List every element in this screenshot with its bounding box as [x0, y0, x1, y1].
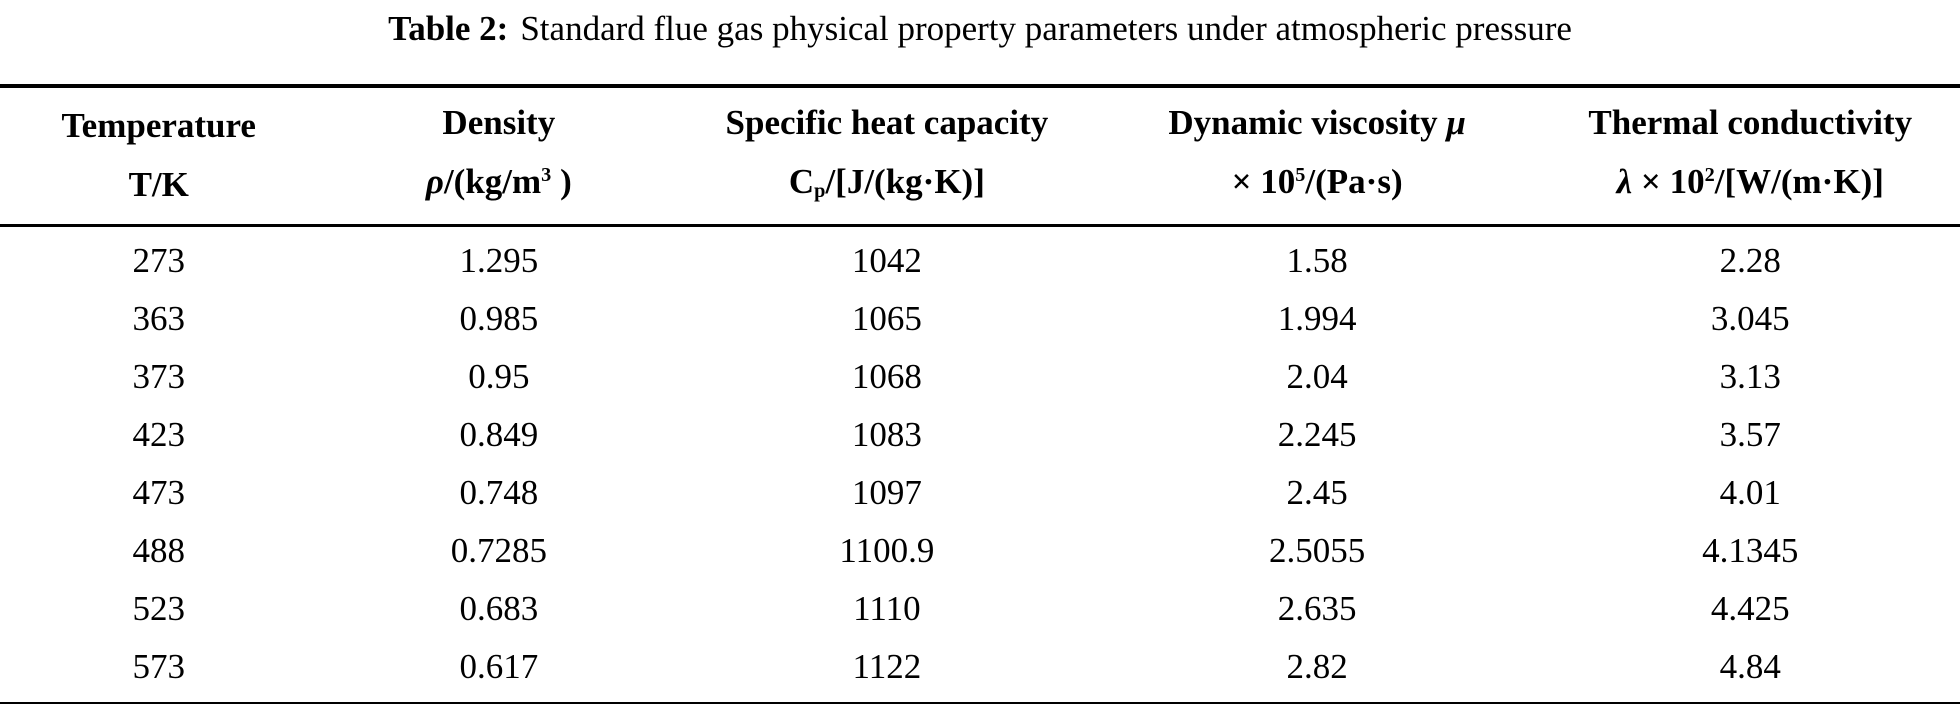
table-row: 488 0.7285 1100.9 2.5055 4.1345 — [0, 522, 1960, 580]
header-dynamic-viscosity-name: Dynamic viscosity μ — [1168, 103, 1466, 142]
table-cell: 2.635 — [1277, 589, 1357, 628]
table-cell: 1122 — [852, 647, 922, 686]
table-cell: 0.849 — [459, 415, 539, 454]
table-cell: 1097 — [851, 473, 922, 512]
table-cell: 3.045 — [1710, 299, 1790, 338]
table-row: 423 0.849 1083 2.245 3.57 — [0, 406, 1960, 464]
table-cell: 1065 — [851, 299, 922, 338]
table-row: 473 0.748 1097 2.45 4.01 — [0, 464, 1960, 522]
table-cell: 2.245 — [1277, 415, 1357, 454]
table-cell: 4.1345 — [1702, 531, 1799, 570]
table-cell: 0.748 — [459, 473, 539, 512]
header-specific-heat-unit: Cp/[J/(kg·K)] — [788, 162, 985, 203]
header-dynamic-viscosity-unit: × 105/(Pa·s) — [1231, 162, 1403, 201]
table-cell: 2.45 — [1286, 473, 1348, 512]
table-cell: 4.84 — [1719, 647, 1781, 686]
table-cell: 1.994 — [1277, 299, 1357, 338]
header-thermal-conductivity-unit: λ × 102/[W/(m·K)] — [1616, 162, 1884, 201]
table-cell: 573 — [132, 647, 186, 686]
table-cell: 1.58 — [1286, 241, 1348, 280]
table-cell: 4.01 — [1719, 473, 1781, 512]
header-temperature: Temperature T/K — [0, 86, 318, 227]
header-density: Density ρ/(kg/m3 ) — [317, 86, 681, 227]
table-cell: 2.82 — [1286, 647, 1348, 686]
table-cell: 0.683 — [459, 589, 539, 628]
table-cell: 0.7285 — [450, 531, 547, 570]
table-cell: 1100.9 — [839, 531, 935, 570]
table-cell: 3.13 — [1719, 357, 1781, 396]
flue-gas-properties-table: Temperature T/K Density ρ/(kg/m3 ) Speci… — [0, 84, 1960, 704]
table-cell: 1042 — [851, 241, 922, 280]
table-cell: 488 — [132, 531, 186, 570]
table-cell: 0.985 — [459, 299, 539, 338]
table-cell: 1110 — [853, 589, 921, 628]
table-cell: 473 — [132, 473, 186, 512]
table-cell: 273 — [132, 241, 186, 280]
table-cell: 1083 — [851, 415, 922, 454]
table-cell: 2.28 — [1719, 241, 1781, 280]
table-caption: Table 2: Standard flue gas physical prope… — [0, 0, 1960, 84]
table-cell: 523 — [132, 589, 186, 628]
header-specific-heat-name: Specific heat capacity — [725, 103, 1049, 142]
header-temperature-unit: T/K — [128, 165, 189, 204]
table-row: 363 0.985 1065 1.994 3.045 — [0, 290, 1960, 348]
table-cell: 0.617 — [459, 647, 539, 686]
table-cell: 3.57 — [1719, 415, 1781, 454]
table-cell: 0.95 — [468, 357, 530, 396]
table-cell: 363 — [132, 299, 186, 338]
header-density-unit: ρ/(kg/m3 ) — [425, 162, 572, 201]
header-dynamic-viscosity: Dynamic viscosity μ × 105/(Pa·s) — [1093, 86, 1541, 227]
header-thermal-conductivity: Thermal conductivity λ × 102/[W/(m·K)] — [1540, 86, 1960, 227]
table-cell: 2.5055 — [1268, 531, 1366, 570]
table-cell: 373 — [132, 357, 186, 396]
header-row: Temperature T/K Density ρ/(kg/m3 ) Speci… — [0, 86, 1960, 227]
header-specific-heat: Specific heat capacity Cp/[J/(kg·K)] — [680, 86, 1094, 227]
table-cell: 2.04 — [1286, 357, 1348, 396]
table-row: 273 1.295 1042 1.58 2.28 — [0, 226, 1960, 291]
header-density-name: Density — [442, 103, 556, 142]
header-thermal-conductivity-name: Thermal conductivity — [1588, 103, 1913, 142]
table-caption-text: Standard flue gas physical property para… — [520, 9, 1572, 48]
table-cell: 1068 — [851, 357, 922, 396]
table-cell: 1.295 — [459, 241, 539, 280]
table-cell: 4.425 — [1710, 589, 1790, 628]
table-row: 373 0.95 1068 2.04 3.13 — [0, 348, 1960, 406]
table-row: 573 0.617 1122 2.82 4.84 — [0, 638, 1960, 704]
table-caption-label: Table 2: — [388, 9, 509, 48]
table-cell: 423 — [132, 415, 186, 454]
table-row: 523 0.683 1110 2.635 4.425 — [0, 580, 1960, 638]
header-temperature-name: Temperature — [61, 106, 256, 145]
